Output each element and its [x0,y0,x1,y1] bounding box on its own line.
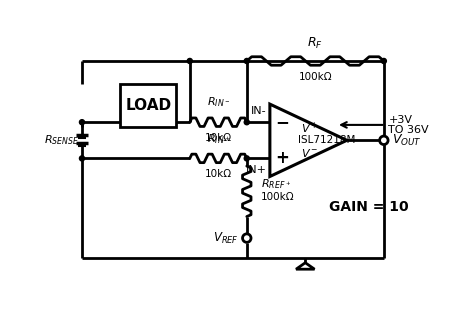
Text: $V^+$: $V^+$ [301,120,319,136]
Text: $R_{IN^-}$: $R_{IN^-}$ [207,95,230,109]
Text: ISL71218M: ISL71218M [298,135,355,145]
Text: $R_{IN^+}$: $R_{IN^+}$ [207,132,230,146]
Text: 10kΩ: 10kΩ [205,169,232,179]
Circle shape [243,234,251,242]
Text: $R_F$: $R_F$ [308,36,323,51]
Text: $V_{REF}$: $V_{REF}$ [213,230,239,246]
Text: $R_{SENSE}$: $R_{SENSE}$ [44,133,79,147]
Text: +: + [275,149,289,168]
FancyBboxPatch shape [120,84,176,127]
Text: $R_{REF^+}$: $R_{REF^+}$ [261,177,291,191]
Text: IN-: IN- [251,106,267,116]
Text: IN+: IN+ [246,164,267,175]
Circle shape [80,120,84,125]
Text: $V_{OUT}$: $V_{OUT}$ [392,133,421,148]
Text: TO 36V: TO 36V [389,125,429,135]
Circle shape [187,58,192,64]
Text: +3V: +3V [389,115,412,125]
Text: 100kΩ: 100kΩ [261,193,294,202]
Circle shape [244,120,249,125]
Text: −: − [275,113,289,131]
Circle shape [381,58,386,64]
Circle shape [244,58,249,64]
Text: 100kΩ: 100kΩ [299,72,332,82]
Circle shape [244,156,249,161]
Text: GAIN = 10: GAIN = 10 [328,200,408,214]
Text: 10kΩ: 10kΩ [205,133,232,143]
Text: LOAD: LOAD [125,98,171,113]
Circle shape [80,156,84,161]
Text: $V^-$: $V^-$ [301,147,319,158]
Circle shape [380,136,388,144]
